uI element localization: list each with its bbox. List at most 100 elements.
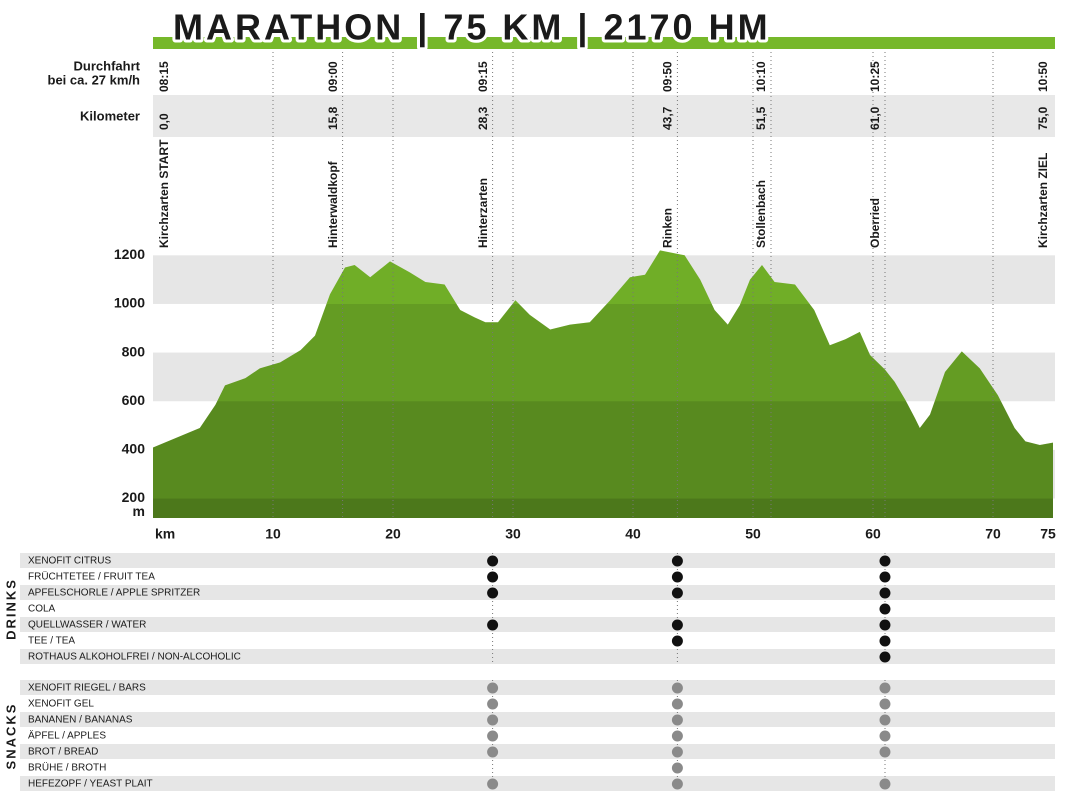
x-tick-label: 10	[265, 526, 281, 542]
supply-dot	[879, 730, 891, 742]
supply-dot	[487, 571, 499, 583]
supply-dot	[671, 555, 683, 567]
item-label: TEE / TEA	[28, 636, 75, 647]
station-name: Stollenbach	[754, 180, 768, 248]
title-bar	[153, 37, 1055, 49]
x-tick-label: 40	[625, 526, 641, 542]
elevation-stripe	[153, 498, 1053, 518]
y-axis-label: m	[133, 503, 145, 519]
supply-dot	[487, 714, 499, 726]
supply-dot	[487, 698, 499, 710]
header-band	[153, 95, 1055, 137]
y-tick-label: 1000	[114, 295, 145, 311]
elevation-area	[153, 250, 1053, 518]
group-label: SNACKS	[3, 703, 18, 770]
station-km: 75,0	[1036, 106, 1050, 130]
item-label: BRÜHE / BROTH	[28, 762, 106, 774]
table-row	[20, 776, 1055, 791]
y-tick-label: 600	[122, 392, 146, 408]
elevation-band	[153, 255, 1055, 304]
supply-dot	[671, 587, 683, 599]
supply-dot	[671, 778, 683, 790]
time-label: Durchfahrt	[74, 58, 141, 73]
supply-dot	[879, 603, 891, 615]
supply-dot	[671, 635, 683, 647]
y-tick-label: 200	[122, 489, 146, 505]
station-time: 09:00	[326, 61, 340, 92]
table-row	[20, 712, 1055, 727]
supply-dot	[671, 714, 683, 726]
supply-dot	[879, 555, 891, 567]
supply-dot	[487, 778, 499, 790]
supply-dot	[671, 730, 683, 742]
supply-dot	[879, 587, 891, 599]
supply-dot	[879, 778, 891, 790]
x-tick-label: 30	[505, 526, 521, 542]
station-km: 43,7	[661, 106, 675, 130]
supply-dot	[487, 746, 499, 758]
supply-dot	[879, 682, 891, 694]
item-label: XENOFIT RIEGEL / BARS	[28, 683, 146, 694]
x-axis-label: km	[155, 526, 175, 542]
station-km: 61,0	[868, 106, 882, 130]
item-label: COLA	[28, 604, 56, 615]
y-tick-label: 800	[122, 343, 146, 359]
item-label: QUELLWASSER / WATER	[28, 620, 146, 631]
item-label: XENOFIT GEL	[28, 699, 94, 710]
supply-dot	[879, 746, 891, 758]
x-tick-label: 50	[745, 526, 761, 542]
chart-title: MARATHON | 75 KM | 2170 HM	[173, 7, 771, 49]
station-time: 08:15	[157, 61, 171, 92]
station-name: Kirchzarten START	[157, 139, 171, 248]
station-name: Oberried	[868, 198, 882, 248]
table-row	[20, 744, 1055, 759]
supply-dot	[879, 571, 891, 583]
supply-dot	[879, 619, 891, 631]
station-km: 51,5	[754, 106, 768, 130]
supply-dot	[879, 714, 891, 726]
table-row	[20, 680, 1055, 695]
table-row	[20, 649, 1055, 664]
station-time: 10:50	[1036, 61, 1050, 92]
station-time: 10:25	[868, 61, 882, 92]
group-label: DRINKS	[3, 578, 18, 640]
supply-dot	[671, 619, 683, 631]
table-row	[20, 553, 1055, 568]
station-km: 28,3	[476, 106, 490, 130]
item-label: BANANEN / BANANAS	[28, 715, 133, 726]
supply-dot	[879, 635, 891, 647]
supply-dot	[671, 682, 683, 694]
supply-dot	[671, 698, 683, 710]
station-km: 0,0	[157, 113, 171, 130]
supply-dot	[671, 571, 683, 583]
supply-dot	[487, 619, 499, 631]
km-label: Kilometer	[80, 108, 140, 123]
station-time: 09:50	[661, 61, 675, 92]
elevation-stripe	[153, 250, 1053, 256]
station-time: 09:15	[476, 61, 490, 92]
supply-dot	[879, 698, 891, 710]
item-label: HEFEZOPF / YEAST PLAIT	[28, 779, 153, 790]
supply-dot	[487, 730, 499, 742]
supply-dot	[671, 762, 683, 774]
item-label: FRÜCHTETEE / FRUIT TEA	[28, 571, 155, 583]
station-time: 10:10	[754, 61, 768, 92]
elevation-stripe	[153, 303, 1053, 353]
x-tick-label: 60	[865, 526, 881, 542]
item-label: XENOFIT CITRUS	[28, 556, 111, 567]
table-row	[20, 617, 1055, 632]
table-row	[20, 585, 1055, 600]
supply-dot	[487, 682, 499, 694]
elevation-stripe	[153, 449, 1053, 499]
station-name: Rinken	[661, 208, 675, 248]
x-tick-label: 75	[1040, 526, 1056, 542]
supply-dot	[487, 587, 499, 599]
item-label: ROTHAUS ALKOHOLFREI / NON-ALCOHOLIC	[28, 652, 241, 663]
y-tick-label: 1200	[114, 246, 145, 262]
station-name: Hinterzarten	[476, 178, 490, 248]
y-tick-label: 400	[122, 441, 146, 457]
supply-dot	[879, 651, 891, 663]
time-label: bei ca. 27 km/h	[48, 72, 141, 87]
